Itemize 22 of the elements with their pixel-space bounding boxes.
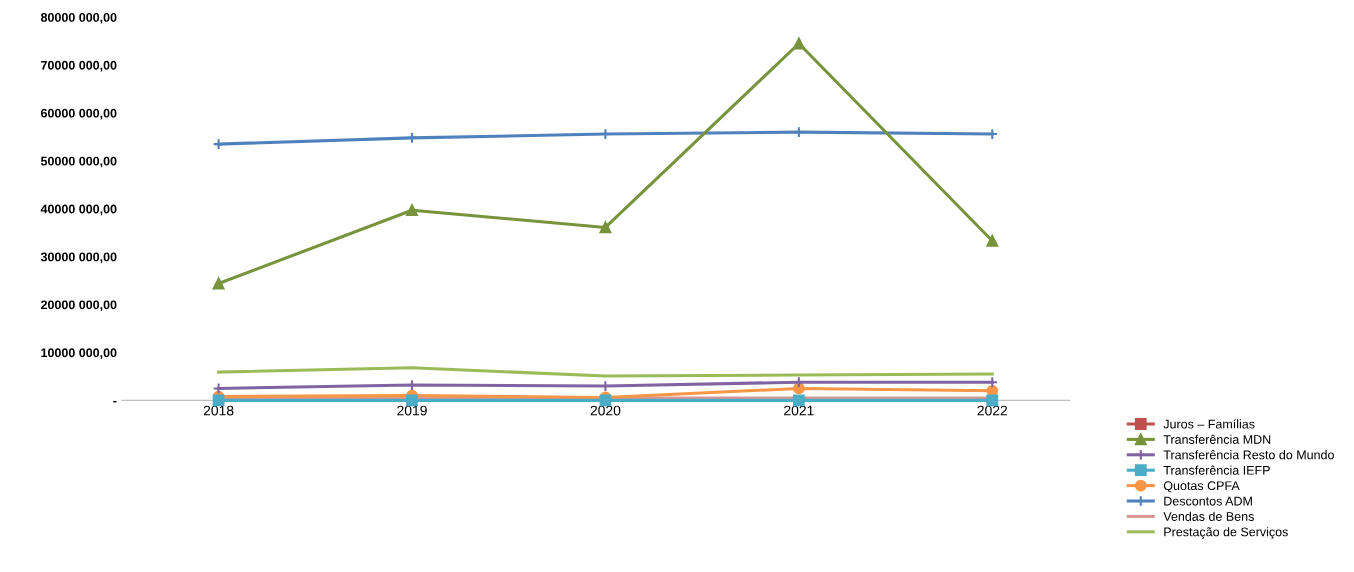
legend-label: Prestação de Serviços — [1164, 527, 1288, 539]
y-tick-label: 60000 000,00 — [41, 108, 117, 120]
legend-label: Quotas CPFA — [1163, 481, 1240, 493]
y-tick-label: - — [113, 400, 117, 403]
x-tick-label: 2018 — [203, 405, 234, 416]
legend-label: Descontos ADM — [1164, 496, 1252, 506]
x-tick-label: 2019 — [397, 405, 427, 416]
legend-label: Juros – Famílias — [1163, 419, 1255, 429]
y-tick-label: 20000 000,00 — [40, 300, 117, 312]
legend-label: Vendas de Bens — [1163, 511, 1254, 521]
y-tick-label: 30000 000,00 — [40, 252, 117, 264]
legend-label: Transferência MDN — [1163, 434, 1271, 444]
y-tick-label: 80000 000,00 — [40, 12, 117, 24]
legend-label: Transferência IEFP — [1163, 465, 1270, 475]
y-tick-label: 70000 000,00 — [41, 60, 117, 72]
x-tick-label: 2021 — [784, 405, 814, 416]
y-tick-label: 10000 000,00 — [41, 348, 117, 359]
y-tick-label: 50000 000,00 — [40, 156, 117, 168]
x-tick-label: 2022 — [977, 405, 1008, 416]
legend-label: Transferência Resto do Mundo — [1163, 450, 1334, 460]
y-tick-label: 40000 000,00 — [40, 204, 117, 216]
x-tick-label: 2020 — [590, 405, 621, 416]
